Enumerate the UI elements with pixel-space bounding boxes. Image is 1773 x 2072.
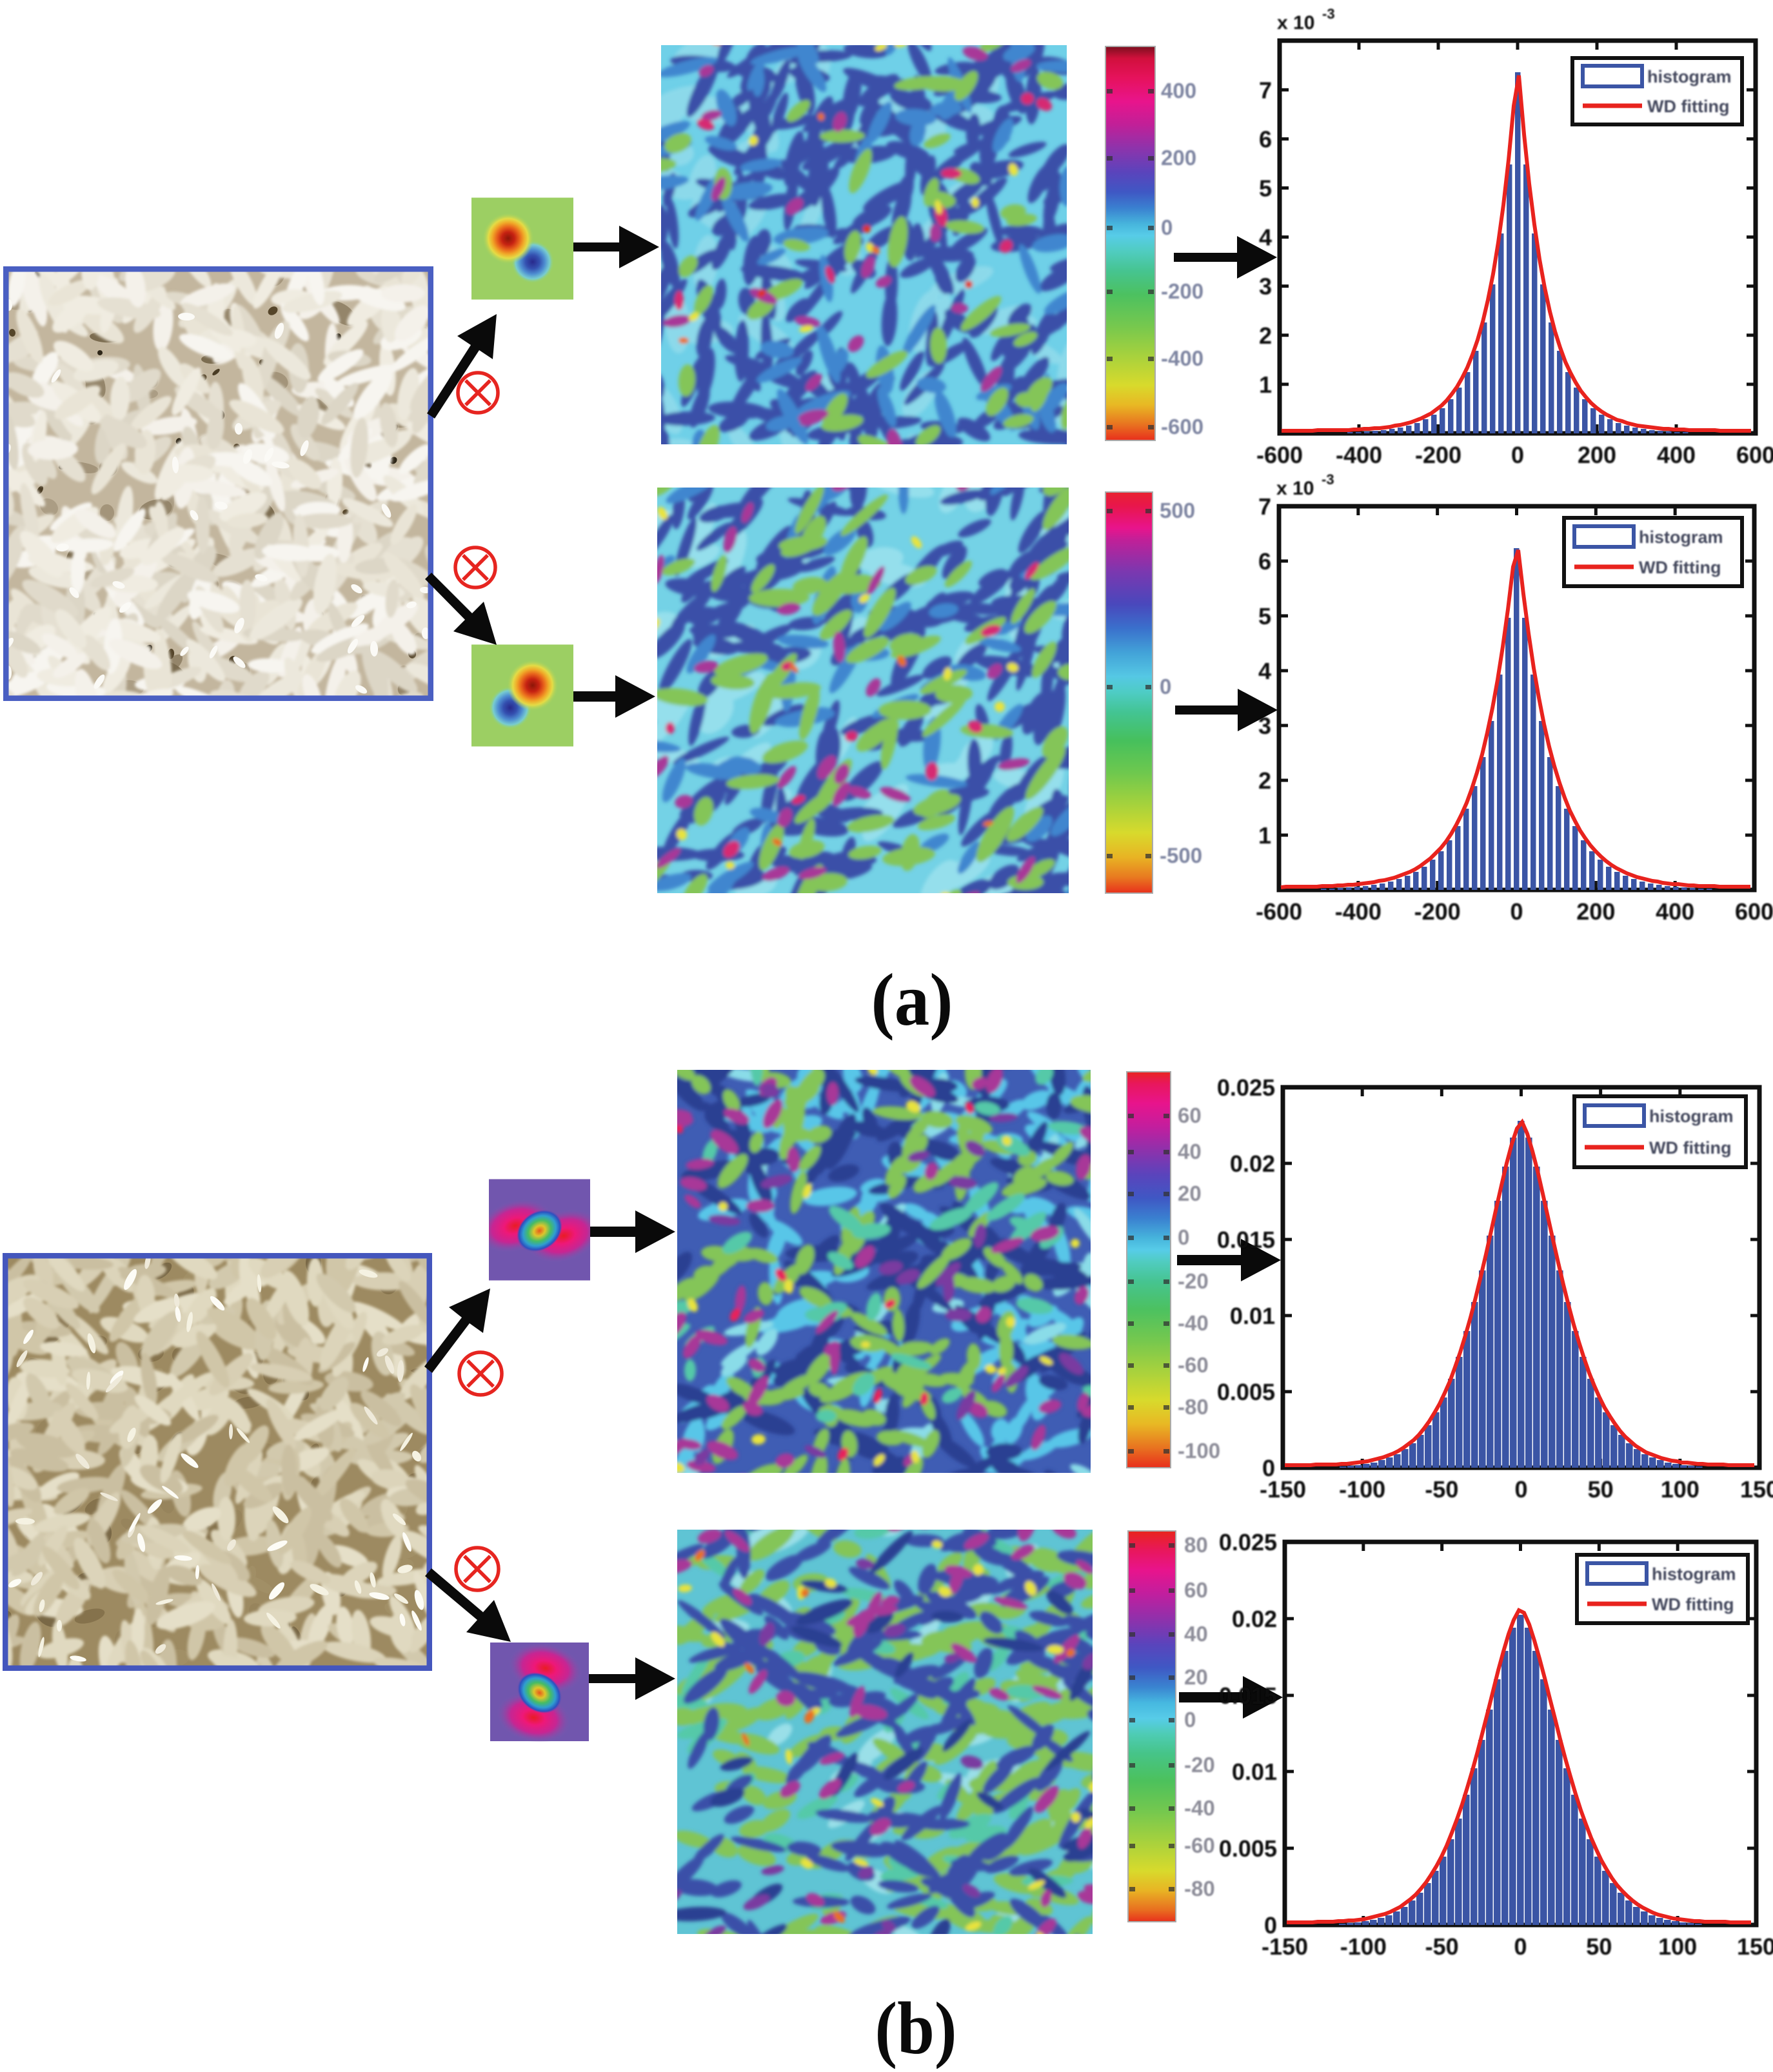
svg-text:WD fitting: WD fitting — [1647, 97, 1729, 116]
svg-text:6: 6 — [1258, 548, 1271, 575]
svg-text:-60: -60 — [1184, 1833, 1215, 1857]
svg-text:60: 60 — [1184, 1578, 1208, 1602]
svg-text:WD fitting: WD fitting — [1639, 558, 1721, 577]
svg-text:-50: -50 — [1425, 1933, 1459, 1960]
svg-text:50: 50 — [1588, 1476, 1614, 1503]
svg-text:-600: -600 — [1256, 442, 1303, 468]
svg-text:7: 7 — [1258, 493, 1271, 520]
svg-text:400: 400 — [1656, 898, 1694, 925]
svg-text:-50: -50 — [1425, 1476, 1458, 1503]
svg-text:-400: -400 — [1336, 442, 1382, 468]
svg-text:0.005: 0.005 — [1219, 1835, 1277, 1862]
svg-text:0.02: 0.02 — [1230, 1150, 1275, 1177]
svg-text:400: 400 — [1161, 79, 1196, 103]
svg-text:x 10: x 10 — [1276, 478, 1314, 499]
svg-text:40: 40 — [1178, 1140, 1202, 1163]
svg-text:100: 100 — [1661, 1476, 1699, 1503]
svg-text:200: 200 — [1161, 146, 1196, 170]
svg-text:200: 200 — [1578, 442, 1616, 468]
svg-text:-100: -100 — [1178, 1439, 1220, 1463]
svg-text:-600: -600 — [1161, 415, 1203, 439]
svg-text:(b): (b) — [875, 1988, 957, 2069]
svg-text:0.01: 0.01 — [1230, 1303, 1275, 1329]
svg-text:150: 150 — [1740, 1476, 1773, 1503]
svg-text:600: 600 — [1735, 898, 1773, 925]
svg-text:400: 400 — [1657, 442, 1696, 468]
svg-text:0.025: 0.025 — [1217, 1074, 1275, 1101]
svg-text:-40: -40 — [1178, 1311, 1209, 1335]
svg-text:-80: -80 — [1184, 1877, 1215, 1900]
svg-text:-20: -20 — [1178, 1269, 1209, 1293]
svg-text:5: 5 — [1259, 175, 1272, 202]
svg-text:-500: -500 — [1160, 844, 1202, 867]
svg-text:4: 4 — [1258, 658, 1271, 684]
svg-text:0.015: 0.015 — [1217, 1227, 1275, 1253]
svg-text:-400: -400 — [1161, 346, 1203, 370]
svg-text:100: 100 — [1658, 1933, 1697, 1960]
svg-text:0: 0 — [1178, 1225, 1189, 1249]
svg-text:0.005: 0.005 — [1217, 1379, 1275, 1405]
svg-text:(a): (a) — [871, 959, 953, 1041]
svg-text:0.02: 0.02 — [1232, 1606, 1277, 1632]
svg-text:50: 50 — [1586, 1933, 1612, 1960]
svg-text:600: 600 — [1736, 442, 1773, 468]
svg-text:histogram: histogram — [1649, 1107, 1734, 1126]
svg-text:histogram: histogram — [1639, 528, 1723, 547]
svg-text:2: 2 — [1258, 767, 1271, 794]
svg-text:0: 0 — [1184, 1708, 1196, 1732]
svg-text:-400: -400 — [1335, 898, 1382, 925]
svg-text:0.01: 0.01 — [1232, 1759, 1277, 1785]
svg-text:-150: -150 — [1260, 1476, 1306, 1503]
svg-text:4: 4 — [1259, 224, 1272, 251]
svg-text:0: 0 — [1514, 1476, 1527, 1503]
svg-text:-200: -200 — [1161, 279, 1203, 303]
svg-text:-20: -20 — [1184, 1753, 1215, 1777]
svg-text:0.015: 0.015 — [1219, 1682, 1277, 1709]
svg-text:200: 200 — [1576, 898, 1615, 925]
svg-text:-150: -150 — [1262, 1933, 1308, 1960]
svg-text:500: 500 — [1160, 498, 1195, 522]
svg-text:-80: -80 — [1178, 1395, 1209, 1419]
svg-text:-100: -100 — [1340, 1933, 1387, 1960]
svg-text:150: 150 — [1737, 1933, 1773, 1960]
svg-text:3: 3 — [1259, 273, 1272, 300]
svg-text:0.025: 0.025 — [1219, 1529, 1277, 1555]
svg-text:0: 0 — [1511, 442, 1524, 468]
svg-text:6: 6 — [1259, 126, 1272, 152]
svg-text:WD fitting: WD fitting — [1649, 1138, 1731, 1158]
svg-text:1: 1 — [1258, 822, 1271, 849]
svg-text:WD fitting: WD fitting — [1652, 1595, 1734, 1614]
svg-text:3: 3 — [1258, 713, 1271, 739]
svg-text:histogram: histogram — [1647, 67, 1732, 86]
svg-text:5: 5 — [1258, 603, 1271, 629]
svg-text:-60: -60 — [1178, 1353, 1209, 1377]
svg-text:histogram: histogram — [1652, 1564, 1736, 1584]
svg-text:1: 1 — [1259, 371, 1272, 398]
svg-text:-3: -3 — [1322, 471, 1334, 488]
svg-text:0: 0 — [1161, 215, 1173, 239]
svg-text:0: 0 — [1264, 1912, 1277, 1939]
svg-text:2: 2 — [1259, 322, 1272, 349]
svg-text:80: 80 — [1184, 1533, 1208, 1557]
svg-text:0: 0 — [1514, 1933, 1527, 1960]
svg-text:-200: -200 — [1414, 898, 1461, 925]
svg-text:20: 20 — [1178, 1181, 1202, 1205]
svg-text:0: 0 — [1160, 675, 1171, 698]
svg-text:60: 60 — [1178, 1103, 1202, 1127]
svg-text:-600: -600 — [1256, 898, 1302, 925]
svg-text:40: 40 — [1184, 1622, 1208, 1646]
svg-text:-200: -200 — [1415, 442, 1461, 468]
svg-text:7: 7 — [1259, 77, 1272, 103]
svg-text:0: 0 — [1262, 1455, 1275, 1481]
svg-text:-40: -40 — [1184, 1796, 1215, 1820]
svg-text:x 10: x 10 — [1277, 12, 1314, 34]
svg-text:0: 0 — [1510, 898, 1523, 925]
svg-text:-100: -100 — [1339, 1476, 1385, 1503]
svg-text:20: 20 — [1184, 1665, 1208, 1689]
svg-text:-3: -3 — [1322, 6, 1335, 22]
